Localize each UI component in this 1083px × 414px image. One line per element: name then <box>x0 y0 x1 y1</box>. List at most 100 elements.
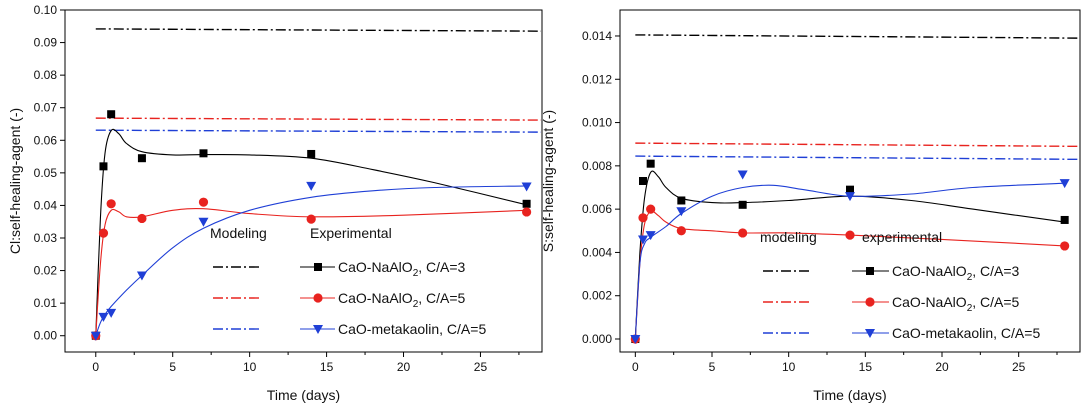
y-tick-label: 0.006 <box>582 202 612 216</box>
data-point <box>677 196 686 205</box>
x-tick-label: 5 <box>169 360 176 374</box>
data-point <box>198 197 209 207</box>
data-point <box>646 204 656 214</box>
data-point <box>646 159 655 168</box>
data-point <box>638 235 648 245</box>
x-axis-label: Time (days) <box>267 387 340 403</box>
x-tick-label: 25 <box>474 360 488 374</box>
fit-curve <box>634 170 1065 340</box>
plot-frame <box>619 9 1081 353</box>
x-tick-label: 0 <box>92 360 99 374</box>
y-tick-label: 0.02 <box>34 264 58 278</box>
y-tick-label: 0.008 <box>582 159 612 173</box>
legend-header-modeling: Modeling <box>210 225 267 241</box>
data-point <box>137 213 147 224</box>
legend-series-marker <box>865 329 875 338</box>
y-tick-label: 0.00 <box>34 329 58 343</box>
modeling-line <box>635 142 1080 148</box>
chart-s: 0 5 10 15 20 25 0.000 0.002 0.004 0.006 0.008 0.010… <box>540 9 1081 403</box>
data-point <box>846 185 854 194</box>
data-point <box>522 199 531 208</box>
modeling-line <box>635 34 1080 39</box>
data-point <box>306 181 317 191</box>
data-point <box>845 230 855 240</box>
x-tick-label: 25 <box>1012 360 1026 374</box>
x-tick-label: 20 <box>397 360 411 374</box>
legend-series-marker <box>313 325 323 334</box>
data-point <box>638 213 648 223</box>
data-point <box>1060 215 1069 224</box>
data-point <box>521 182 532 192</box>
fit-curve <box>634 210 1065 340</box>
data-point <box>90 331 101 341</box>
y-tick-label: 0.08 <box>34 68 58 82</box>
y-tick-label: 0.06 <box>34 133 58 147</box>
modeling-line <box>95 28 542 32</box>
legend-series-marker <box>865 297 875 307</box>
x-tick-label: 5 <box>709 360 716 374</box>
data-point <box>738 200 747 209</box>
y-tick-label: 0.000 <box>582 332 612 346</box>
y-tick-label: 0.07 <box>34 101 58 115</box>
chart-cl: 0 5 10 15 20 25 0.00 0.01 0.02 0.03 0.04 0.05 0.06 0.… <box>7 3 543 403</box>
fit-curve <box>634 182 1065 340</box>
x-tick-label: 15 <box>320 360 334 374</box>
y-tick-label: 0.09 <box>34 36 58 50</box>
data-point <box>845 192 855 202</box>
legend-series-label: CaO-metakaolin, C/A=5 <box>892 325 1040 341</box>
data-point <box>106 308 117 318</box>
fit-curve <box>95 128 527 336</box>
data-point <box>645 231 656 241</box>
y-tick-label: 0.014 <box>582 29 612 43</box>
data-point <box>737 170 748 180</box>
plot-frame <box>64 9 543 353</box>
data-point <box>136 271 147 281</box>
data-point <box>522 207 532 217</box>
legend-series-marker <box>866 267 874 275</box>
legend-header-modeling: modeling <box>760 229 817 245</box>
y-tick-label: 0.03 <box>34 231 58 245</box>
legend-series-marker <box>314 263 322 271</box>
y-axis-label: Cl:self-healing-agent (-) <box>7 108 23 254</box>
x-tick-label: 10 <box>782 360 796 374</box>
data-point <box>98 312 109 322</box>
data-point <box>676 226 686 236</box>
y-tick-label: 0.004 <box>582 245 612 259</box>
legend-series-label: CaO-NaAlO2, C/A=5 <box>892 294 1020 314</box>
y-tick-label: 0.010 <box>582 116 612 130</box>
x-tick-label: 10 <box>243 360 257 374</box>
modeling-line <box>635 155 1080 161</box>
data-point <box>1059 179 1070 189</box>
data-point <box>198 217 209 227</box>
legend-series-label: CaO-NaAlO2, C/A=3 <box>892 263 1020 283</box>
x-tick-label: 0 <box>632 360 639 374</box>
fit-curve <box>95 207 527 336</box>
legend-series-label: CaO-NaAlO2, C/A=5 <box>338 290 466 310</box>
legend-series-marker <box>313 293 323 303</box>
data-point <box>98 228 109 238</box>
y-tick-label: 0.012 <box>582 72 612 86</box>
data-point <box>106 199 116 209</box>
data-point <box>630 335 641 345</box>
data-point <box>738 228 748 238</box>
legend-series-label: CaO-metakaolin, C/A=5 <box>338 321 486 337</box>
y-tick-label: 0.01 <box>34 296 58 310</box>
y-tick-label: 0.10 <box>34 3 58 17</box>
x-tick-label: 15 <box>859 360 873 374</box>
data-point <box>199 149 208 158</box>
modeling-line <box>95 117 542 121</box>
legend-header-experimental: experimental <box>862 229 942 245</box>
data-point <box>676 207 687 217</box>
data-point <box>307 149 316 158</box>
x-tick-label: 20 <box>935 360 949 374</box>
data-point <box>99 162 108 171</box>
y-tick-label: 0.05 <box>34 166 58 180</box>
data-point <box>1060 241 1070 251</box>
x-axis-label: Time (days) <box>813 387 886 403</box>
data-point <box>306 214 316 224</box>
y-tick-label: 0.002 <box>582 289 612 303</box>
legend-header-experimental: Experimental <box>310 225 392 241</box>
data-point <box>137 154 146 163</box>
y-axis-label: S:self-healing-agent (-) <box>540 110 556 252</box>
